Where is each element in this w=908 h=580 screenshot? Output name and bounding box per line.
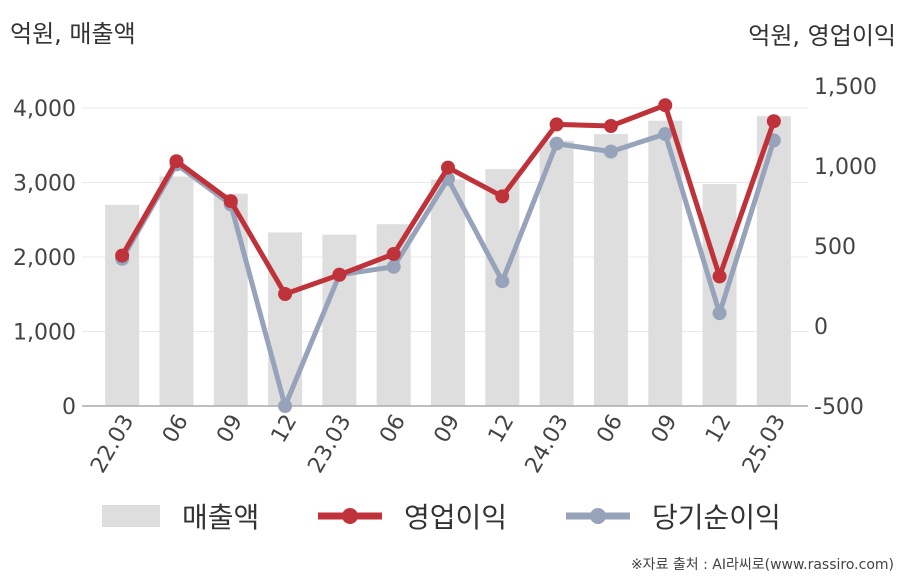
x-tick-label: 23.03 bbox=[303, 411, 356, 478]
x-tick-label: 06 bbox=[592, 411, 628, 448]
revenue-bar bbox=[702, 183, 737, 406]
legend-item-net-income: 당기순이익 bbox=[566, 496, 781, 536]
legend-swatch-operating-profit bbox=[318, 508, 382, 524]
left-tick-label: 1,000 bbox=[13, 321, 76, 346]
legend-label-revenue: 매출액 bbox=[182, 501, 260, 534]
operating-profit-point bbox=[495, 189, 510, 204]
operating-profit-point bbox=[169, 154, 184, 169]
profit-lines bbox=[115, 98, 781, 413]
x-tick-label: 12 bbox=[484, 411, 520, 448]
left-tick-label: 0 bbox=[62, 395, 76, 420]
left-tick-label: 4,000 bbox=[13, 97, 76, 122]
legend-label-operating-profit: 영업이익 bbox=[404, 501, 508, 534]
left-axis-ticks: 0 1,000 2,000 3,000 4,000 bbox=[13, 97, 76, 420]
operating-profit-point bbox=[603, 119, 618, 133]
revenue-bar bbox=[322, 234, 357, 406]
left-tick-label: 2,000 bbox=[13, 246, 76, 271]
x-tick-label: 09 bbox=[647, 411, 683, 448]
operating-profit-point bbox=[441, 160, 455, 175]
net-income-point bbox=[278, 399, 293, 413]
left-tick-label: 3,000 bbox=[13, 172, 76, 197]
revenue-bar bbox=[648, 120, 683, 406]
combo-chart: 0 1,000 2,000 3,000 4,000 -500 0 500 1,000 1,500… bbox=[13, 75, 877, 478]
revenue-bars bbox=[105, 116, 791, 406]
right-tick-label: 1,000 bbox=[814, 155, 877, 180]
x-tick-label: 22.03 bbox=[86, 411, 139, 478]
operating-profit-point bbox=[658, 98, 673, 113]
operating-profit-point bbox=[223, 194, 238, 209]
revenue-bar bbox=[539, 140, 574, 406]
revenue-bar bbox=[756, 116, 791, 406]
right-tick-label: 0 bbox=[814, 315, 828, 340]
right-axis-ticks: -500 0 500 1,000 1,500 bbox=[814, 75, 877, 420]
x-tick-label: 12 bbox=[701, 411, 737, 448]
legend-swatch-net-income bbox=[566, 508, 630, 524]
legend-item-revenue: 매출액 bbox=[102, 496, 259, 536]
x-tick-label: 09 bbox=[430, 411, 466, 448]
net-income-point bbox=[658, 127, 673, 141]
right-tick-label: 500 bbox=[814, 235, 856, 260]
net-income-point bbox=[386, 259, 401, 274]
revenue-bar bbox=[213, 193, 248, 406]
operating-profit-point bbox=[278, 287, 293, 301]
revenue-bar bbox=[159, 176, 194, 406]
net-income-point bbox=[495, 274, 510, 289]
operating-profit-point bbox=[115, 248, 130, 263]
net-income-point bbox=[603, 144, 618, 159]
legend-label-net-income: 당기순이익 bbox=[652, 501, 781, 534]
right-axis-title: 억원, 영업이익 bbox=[748, 22, 896, 50]
right-tick-label: 1,500 bbox=[814, 75, 877, 100]
x-tick-label: 06 bbox=[158, 411, 194, 448]
net-income-point bbox=[549, 136, 564, 151]
operating-profit-point bbox=[712, 269, 727, 284]
x-tick-label: 09 bbox=[212, 411, 248, 448]
legend-swatch-revenue bbox=[102, 505, 160, 527]
revenue-bar bbox=[593, 134, 628, 406]
x-tick-label: 06 bbox=[375, 411, 411, 448]
right-tick-label: -500 bbox=[814, 395, 864, 420]
left-axis-title: 억원, 매출액 bbox=[10, 20, 136, 48]
legend-item-operating-profit: 영업이익 bbox=[318, 496, 507, 536]
x-tick-label: 24.03 bbox=[521, 411, 574, 478]
operating-profit-point bbox=[766, 114, 781, 129]
net-income-point bbox=[712, 306, 727, 321]
x-tick-label: 12 bbox=[267, 411, 303, 448]
x-tick-label: 25.03 bbox=[738, 411, 791, 478]
operating-profit-point bbox=[332, 267, 347, 282]
operating-profit-point bbox=[549, 117, 564, 132]
x-axis-ticks: 22.03 06 09 12 23.03 06 09 12 24.03 06 09 12 25.03 bbox=[86, 411, 791, 478]
operating-profit-point bbox=[386, 247, 401, 261]
source-note: ※자료 출처 : AI라씨로(www.rassiro.com) bbox=[630, 557, 894, 573]
revenue-bar bbox=[431, 179, 465, 406]
